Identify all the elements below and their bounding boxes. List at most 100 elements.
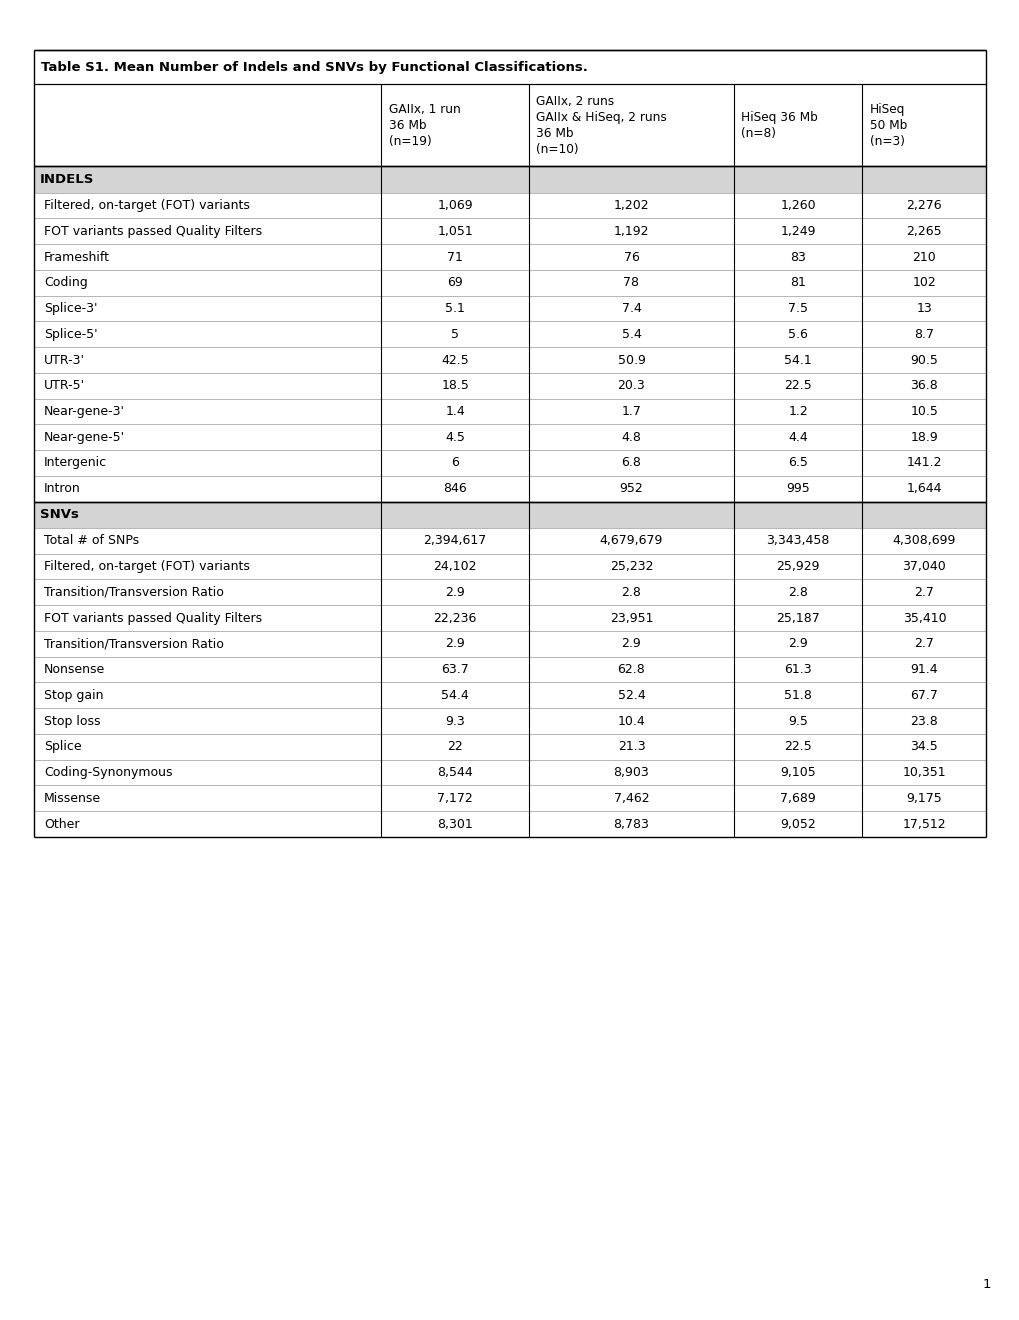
Text: 8,903: 8,903 [613,766,649,779]
Text: 76: 76 [623,251,639,264]
Text: 37,040: 37,040 [902,560,946,573]
Text: 17,512: 17,512 [902,817,946,830]
Text: 22: 22 [447,741,463,754]
Bar [34,271,985,296]
Text: Total # of SNPs: Total # of SNPs [44,535,139,548]
Text: 7.5: 7.5 [788,302,807,315]
Text: UTR-5': UTR-5' [44,379,85,392]
Text: 2.9: 2.9 [788,638,807,651]
Text: 4.5: 4.5 [445,430,465,444]
Text: 8,301: 8,301 [437,817,473,830]
Text: 20.3: 20.3 [616,379,645,392]
Text: 24,102: 24,102 [433,560,477,573]
Text: 5.6: 5.6 [788,327,807,341]
Text: 25,929: 25,929 [775,560,819,573]
Bar [34,399,985,424]
Text: Intergenic: Intergenic [44,457,107,470]
Bar [34,656,985,682]
Text: 9,105: 9,105 [780,766,815,779]
Text: 62.8: 62.8 [616,663,645,676]
Text: 5: 5 [450,327,459,341]
Text: 2.9: 2.9 [445,638,465,651]
Bar [34,810,985,837]
Text: 10.4: 10.4 [616,714,645,727]
Text: 1.2: 1.2 [788,405,807,418]
Text: GAIIx, 1 run
36 Mb
(n=19): GAIIx, 1 run 36 Mb (n=19) [388,103,460,148]
Bar [34,424,985,450]
Text: 34.5: 34.5 [910,741,937,754]
Bar [34,682,985,708]
Text: 25,232: 25,232 [609,560,652,573]
Text: INDELS: INDELS [40,173,94,186]
Bar [34,605,985,631]
Text: SNVs: SNVs [40,508,78,521]
Text: Stop loss: Stop loss [44,714,100,727]
Bar [34,218,985,244]
Text: Missense: Missense [44,792,101,805]
Bar [34,708,985,734]
Text: FOT variants passed Quality Filters: FOT variants passed Quality Filters [44,611,262,624]
Text: 1.4: 1.4 [445,405,465,418]
Text: 2.9: 2.9 [445,586,465,599]
Text: Splice-5': Splice-5' [44,327,98,341]
Text: 2.8: 2.8 [621,586,641,599]
Text: HiSeq 36 Mb
(n=8): HiSeq 36 Mb (n=8) [740,111,817,140]
Text: 6.8: 6.8 [621,457,641,470]
Bar [34,372,985,399]
Text: 141.2: 141.2 [906,457,942,470]
Text: GAIIx, 2 runs
GAIIx & HiSeq, 2 runs
36 Mb
(n=10): GAIIx, 2 runs GAIIx & HiSeq, 2 runs 36 M… [536,95,666,156]
Text: 9,175: 9,175 [906,792,942,805]
Text: 83: 83 [790,251,805,264]
Bar [34,193,985,218]
Text: Splice: Splice [44,741,82,754]
Text: 9.3: 9.3 [445,714,465,727]
Text: 995: 995 [786,482,809,495]
Text: 21.3: 21.3 [618,741,645,754]
Text: 2,394,617: 2,394,617 [423,535,486,548]
Text: 1,249: 1,249 [780,224,815,238]
Text: 23.8: 23.8 [910,714,937,727]
Text: 18.9: 18.9 [910,430,937,444]
Text: 1.7: 1.7 [621,405,641,418]
Text: 42.5: 42.5 [441,354,469,367]
Text: 22,236: 22,236 [433,611,477,624]
Text: 22.5: 22.5 [784,379,811,392]
Text: 36.8: 36.8 [910,379,937,392]
Text: Filtered, on-target (FOT) variants: Filtered, on-target (FOT) variants [44,560,250,573]
Bar [34,347,985,372]
Text: 50.9: 50.9 [616,354,645,367]
Text: Transition/Transversion Ratio: Transition/Transversion Ratio [44,586,223,599]
Bar [34,475,985,502]
Text: 23,951: 23,951 [609,611,652,624]
Bar [34,734,985,759]
Text: 9.5: 9.5 [788,714,807,727]
Text: 102: 102 [912,276,935,289]
Text: 1,051: 1,051 [437,224,473,238]
Text: 67.7: 67.7 [910,689,937,702]
Text: 5.1: 5.1 [445,302,465,315]
Text: 8,544: 8,544 [437,766,473,779]
Text: Intron: Intron [44,482,81,495]
Text: 1,202: 1,202 [613,199,649,213]
Text: 78: 78 [623,276,639,289]
Text: Transition/Transversion Ratio: Transition/Transversion Ratio [44,638,223,651]
Text: 90.5: 90.5 [910,354,937,367]
Text: 6.5: 6.5 [788,457,807,470]
Text: Near-gene-5': Near-gene-5' [44,430,125,444]
Text: 54.1: 54.1 [784,354,811,367]
Text: 35,410: 35,410 [902,611,946,624]
Text: 2.9: 2.9 [621,638,641,651]
Text: 846: 846 [443,482,467,495]
Text: 1,260: 1,260 [780,199,815,213]
Text: 71: 71 [447,251,463,264]
Text: 22.5: 22.5 [784,741,811,754]
Text: 4,308,699: 4,308,699 [892,535,955,548]
Text: 1: 1 [982,1278,990,1291]
Bar [34,785,985,810]
Text: 10,351: 10,351 [902,766,946,779]
Text: 1,069: 1,069 [437,199,473,213]
Text: 7,172: 7,172 [437,792,473,805]
Text: 3,343,458: 3,343,458 [765,535,829,548]
Text: 9,052: 9,052 [780,817,815,830]
Text: 2.7: 2.7 [914,586,933,599]
